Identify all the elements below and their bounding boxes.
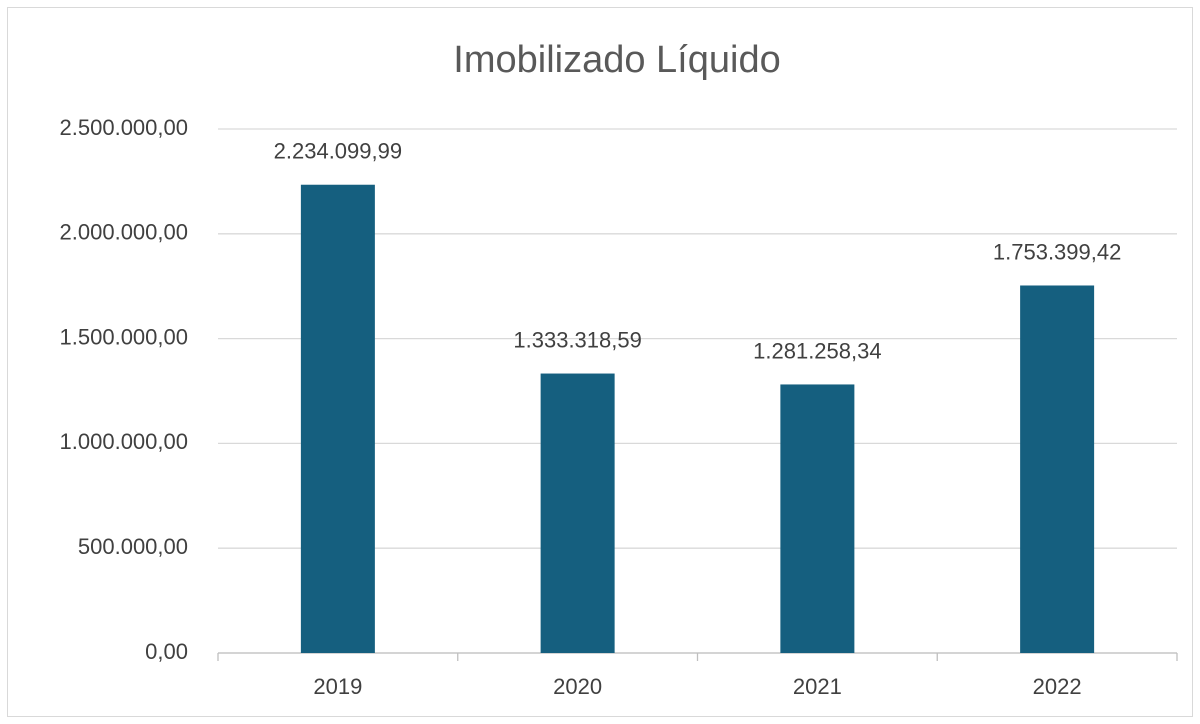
y-tick-label: 1.000.000,00 bbox=[60, 429, 188, 454]
y-tick-label: 0,00 bbox=[145, 639, 188, 664]
bar bbox=[1020, 285, 1095, 653]
chart-title: Imobilizado Líquido bbox=[453, 39, 780, 81]
data-label: 1.281.258,34 bbox=[753, 338, 881, 363]
x-tick-label: 2021 bbox=[793, 674, 842, 699]
bar bbox=[300, 184, 375, 653]
data-label: 1.333.318,59 bbox=[513, 327, 641, 352]
y-tick-label: 1.500.000,00 bbox=[60, 324, 188, 349]
data-label: 1.753.399,42 bbox=[993, 239, 1121, 264]
bar bbox=[540, 373, 615, 653]
x-tick-label: 2019 bbox=[313, 674, 362, 699]
y-tick-label: 500.000,00 bbox=[78, 534, 188, 559]
y-tick-label: 2.000.000,00 bbox=[60, 220, 188, 245]
x-tick-label: 2022 bbox=[1033, 674, 1082, 699]
y-tick-label: 2.500.000,00 bbox=[60, 115, 188, 140]
bar bbox=[780, 384, 855, 653]
data-label: 2.234.099,99 bbox=[274, 139, 402, 164]
x-tick-label: 2020 bbox=[553, 674, 602, 699]
